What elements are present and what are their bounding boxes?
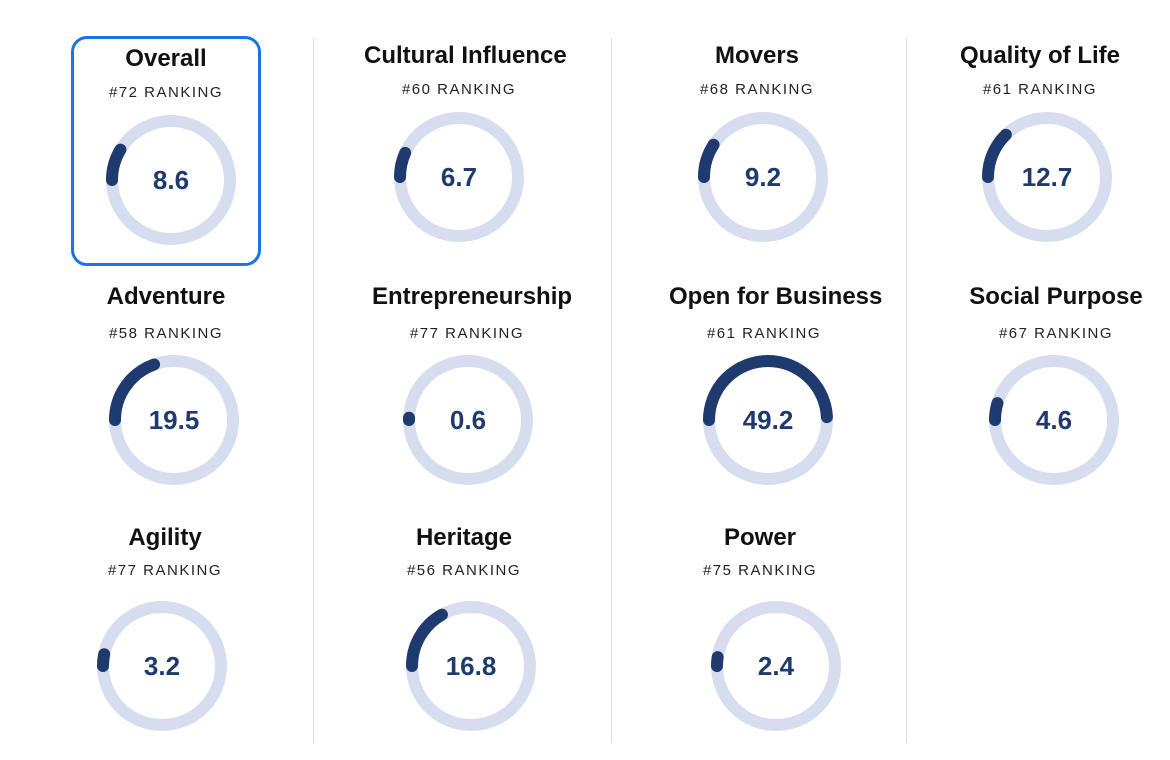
gauge-svg (394, 112, 524, 242)
gauge-svg (106, 115, 236, 245)
gauge: 12.7 (979, 109, 1115, 245)
gauge: 0.6 (400, 352, 536, 488)
gauge: 3.2 (94, 598, 230, 734)
gauge: 19.5 (106, 352, 242, 488)
gauge-svg (403, 355, 533, 485)
card-title: Agility (128, 524, 202, 551)
score-card-cultural-influence[interactable]: Cultural Influence #60 RANKING 6.7 (364, 36, 567, 266)
gauge-value: 3.2 (143, 650, 181, 681)
card-rank: #77 RANKING (107, 562, 223, 579)
gauge-svg (982, 112, 1112, 242)
gauge-value: 19.5 (148, 404, 200, 435)
gauge-value: 0.6 (449, 404, 487, 435)
card-title: Power (723, 524, 797, 551)
gauge-value: 2.4 (757, 650, 795, 681)
score-card-open-for-business[interactable]: Open for Business #61 RANKING 49.2 (669, 274, 883, 504)
gauge-svg (698, 112, 828, 242)
gauge-arc (106, 115, 236, 245)
gauge-arc (698, 112, 828, 242)
gauge-svg (711, 601, 841, 731)
card-title: Cultural Influence (364, 42, 567, 69)
gauge: 2.4 (708, 598, 844, 734)
gauge-value: 6.7 (440, 161, 478, 192)
card-title: Social Purpose (969, 283, 1143, 310)
gauge: 4.6 (986, 352, 1122, 488)
card-rank: #77 RANKING (409, 325, 525, 342)
gauge-svg (703, 355, 833, 485)
card-rank: #61 RANKING (706, 325, 822, 342)
gauge-value: 16.8 (445, 650, 497, 681)
gauge: 6.7 (391, 109, 527, 245)
column-divider-3 (906, 38, 907, 743)
card-title: Adventure (106, 283, 226, 310)
gauge-value: 4.6 (1035, 404, 1073, 435)
gauge: 16.8 (403, 598, 539, 734)
gauge-arc (97, 601, 227, 731)
gauge-arc (406, 601, 536, 731)
gauge-arc (394, 112, 524, 242)
gauge-value: 8.6 (152, 164, 190, 195)
gauge-value: 12.7 (1021, 161, 1073, 192)
gauge-svg (109, 355, 239, 485)
gauge-svg (406, 601, 536, 731)
gauge-value: 49.2 (742, 404, 794, 435)
score-card-quality-of-life[interactable]: Quality of Life #61 RANKING 12.7 (945, 36, 1135, 266)
score-card-adventure[interactable]: Adventure #58 RANKING 19.5 (71, 274, 261, 504)
gauge-value: 9.2 (744, 161, 782, 192)
gauge-arc (989, 355, 1119, 485)
score-card-movers[interactable]: Movers #68 RANKING 9.2 (662, 36, 852, 266)
card-rank: #72 RANKING (108, 84, 224, 101)
card-rank: #58 RANKING (108, 325, 224, 342)
gauge-svg (989, 355, 1119, 485)
gauge-arc (403, 355, 533, 485)
gauge: 8.6 (103, 112, 239, 248)
card-title: Open for Business (669, 283, 883, 310)
card-rank: #67 RANKING (998, 325, 1114, 342)
gauge-arc (109, 355, 239, 485)
gauge-arc (711, 601, 841, 731)
gauge-arc (982, 112, 1112, 242)
card-rank: #68 RANKING (699, 81, 815, 98)
card-rank: #61 RANKING (982, 81, 1098, 98)
score-card-power[interactable]: Power #75 RANKING 2.4 (665, 515, 855, 745)
score-card-heritage[interactable]: Heritage #56 RANKING 16.8 (369, 515, 559, 745)
card-rank: #60 RANKING (401, 81, 517, 98)
column-divider-2 (611, 38, 612, 743)
gauge: 9.2 (695, 109, 831, 245)
card-title: Overall (125, 45, 207, 72)
card-title: Heritage (415, 524, 513, 551)
score-card-social-purpose[interactable]: Social Purpose #67 RANKING 4.6 (961, 274, 1151, 504)
score-card-overall[interactable]: Overall #72 RANKING 8.6 (71, 36, 261, 266)
card-title: Quality of Life (959, 42, 1120, 69)
card-title: Movers (714, 42, 800, 69)
gauge-svg (97, 601, 227, 731)
column-divider-1 (313, 38, 314, 743)
gauge-arc (703, 355, 833, 485)
score-card-agility[interactable]: Agility #77 RANKING 3.2 (70, 515, 260, 745)
card-rank: #75 RANKING (702, 562, 818, 579)
score-card-entrepreneurship[interactable]: Entrepreneurship #77 RANKING 0.6 (372, 274, 573, 504)
gauge: 49.2 (700, 352, 836, 488)
card-rank: #56 RANKING (406, 562, 522, 579)
card-title: Entrepreneurship (372, 283, 573, 310)
